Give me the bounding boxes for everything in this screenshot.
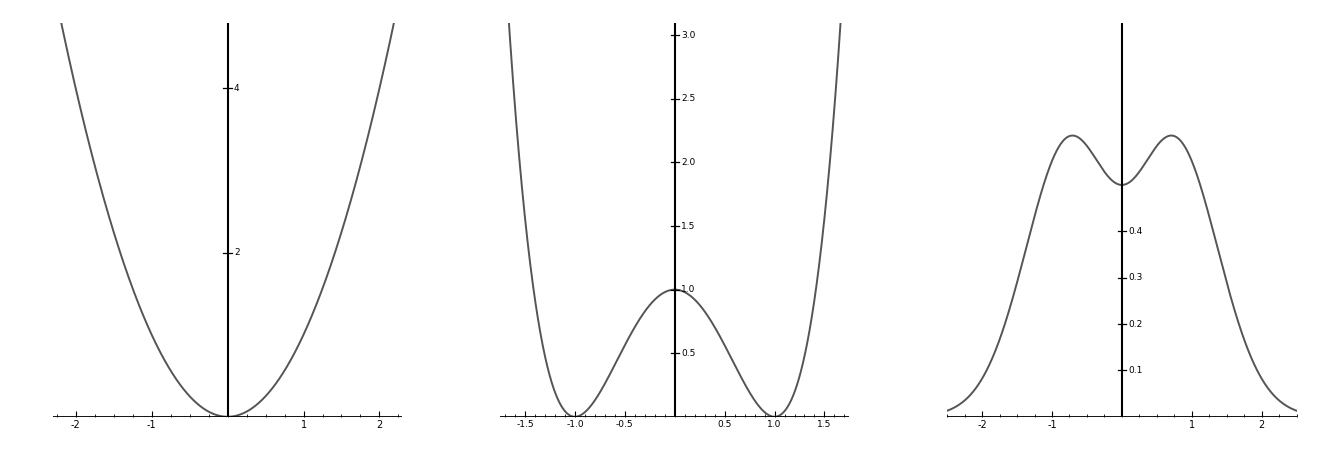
Text: 3.0: 3.0 (681, 31, 696, 40)
Text: 0.1: 0.1 (1129, 366, 1143, 375)
Text: 2.5: 2.5 (681, 94, 696, 103)
Text: 0.4: 0.4 (1129, 227, 1143, 236)
Text: 4: 4 (234, 84, 239, 93)
Text: 0.3: 0.3 (1129, 273, 1143, 282)
Text: 1.5: 1.5 (681, 222, 696, 231)
Text: 0.5: 0.5 (681, 349, 696, 358)
Text: 0.2: 0.2 (1129, 319, 1143, 328)
Text: 1.0: 1.0 (681, 285, 696, 294)
Text: 2.0: 2.0 (681, 158, 696, 167)
Text: 2: 2 (234, 248, 239, 257)
